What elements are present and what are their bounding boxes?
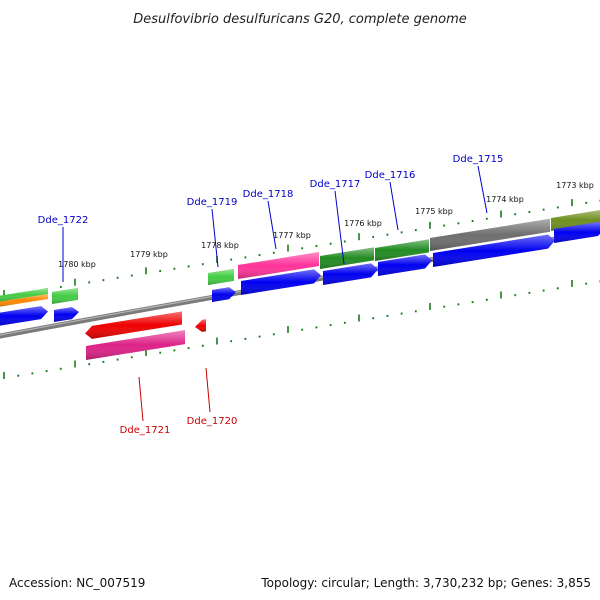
- gene-feature-red: [195, 319, 206, 332]
- gene-label-forward: Dde_1719: [187, 197, 238, 208]
- gene-label-forward: Dde_1717: [310, 179, 361, 190]
- gene-features: [0, 210, 600, 360]
- gene-feature-green: [208, 268, 234, 285]
- gene-feature-red-shade: [85, 311, 182, 339]
- gene-feature-green-shade: [375, 239, 429, 261]
- tick-label: 1777 kbp: [273, 231, 311, 240]
- map-title: Desulfovibrio desulfuricans G20, complet…: [133, 12, 467, 27]
- gene-label-reverse: Dde_1720: [187, 416, 238, 427]
- tick-label: 1773 kbp: [556, 181, 594, 190]
- gene-feature-blue-shade: [241, 269, 321, 295]
- gene-feature-blue: [378, 254, 432, 276]
- gene-label-forward: Dde_1722: [38, 215, 89, 226]
- gene-feature-blue: [554, 221, 600, 243]
- gene-feature-green-shade: [52, 287, 78, 304]
- gene-feature-magenta-shade: [86, 330, 185, 360]
- gene-labels: 1780 kbp 1779 kbp 1778 kbp 1777 kbp 1776 kbp…: [38, 154, 594, 436]
- gene-feature-blue: [0, 306, 48, 326]
- tick-label: 1776 kbp: [344, 219, 382, 228]
- forward-tick-row: [3, 199, 600, 297]
- genome-summary-text: Topology: circular; Length: 3,730,232 bp…: [260, 576, 591, 590]
- gene-feature-blue: [212, 287, 236, 302]
- gene-feature-green: [375, 239, 429, 261]
- gene-feature-blue-shade: [323, 263, 378, 285]
- gene-leader-line: [211, 208, 219, 268]
- gene-feature-blue-shade: [212, 287, 236, 302]
- gene-leader-line: [389, 181, 399, 231]
- gene-feature-orange-shade: [0, 294, 48, 307]
- gene-feature-red-shade: [195, 319, 206, 332]
- reverse-tick-row: [3, 279, 600, 379]
- gene-feature-blue: [433, 234, 555, 267]
- gene-leader-line: [205, 367, 211, 413]
- gene-leader-line: [138, 376, 144, 422]
- gene-feature-green-shade: [0, 288, 48, 302]
- gene-feature-blue-shade: [554, 221, 600, 243]
- gene-feature-blue-shade: [0, 306, 48, 326]
- gene-label-reverse: Dde_1721: [120, 425, 171, 436]
- tick-label: 1774 kbp: [486, 195, 524, 204]
- tick-label: 1780 kbp: [58, 260, 96, 269]
- accession-text: Accession: NC_007519: [9, 576, 145, 590]
- gene-feature-orange: [0, 294, 48, 307]
- gene-leader-line: [267, 200, 277, 250]
- gene-feature-blue: [323, 263, 378, 285]
- gene-feature-blue-shade: [378, 254, 432, 276]
- gene-feature-pink-shade: [238, 252, 319, 279]
- tick-label: 1779 kbp: [130, 250, 168, 259]
- gene-feature-green: [320, 247, 374, 269]
- gene-feature-green: [52, 287, 78, 304]
- gene-feature-blue-shade: [433, 234, 555, 267]
- gene-feature-pink: [238, 252, 319, 279]
- gene-feature-blue: [54, 307, 79, 322]
- gene-feature-green: [0, 288, 48, 302]
- gene-leader-line: [334, 190, 345, 265]
- gene-feature-blue-shade: [54, 307, 79, 322]
- gene-feature-olive: [551, 210, 600, 231]
- gene-feature-green-shade: [208, 268, 234, 285]
- gene-label-forward: Dde_1718: [243, 189, 294, 200]
- gene-feature-magenta: [86, 330, 185, 360]
- gene-feature-red: [85, 311, 182, 339]
- gene-feature-olive-shade: [551, 210, 600, 231]
- gene-label-forward: Dde_1716: [365, 170, 416, 181]
- tick-label: 1775 kbp: [415, 207, 453, 216]
- gene-feature-green-shade: [320, 247, 374, 269]
- gene-leader-line: [477, 165, 488, 214]
- gene-label-forward: Dde_1715: [453, 154, 504, 165]
- gene-feature-blue: [241, 269, 321, 295]
- tick-label: 1778 kbp: [201, 241, 239, 250]
- gene-feature-gray-shade: [430, 218, 550, 251]
- gene-feature-gray: [430, 218, 550, 251]
